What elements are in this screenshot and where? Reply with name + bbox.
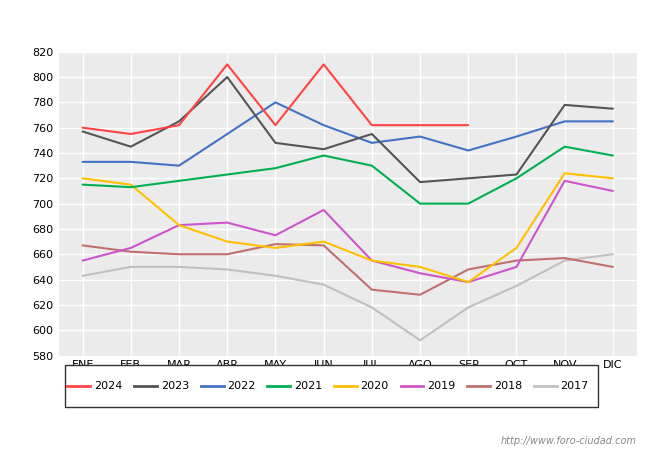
Text: 2020: 2020 xyxy=(361,381,389,391)
Text: 2021: 2021 xyxy=(294,381,322,391)
Text: 2018: 2018 xyxy=(494,381,522,391)
Text: 2019: 2019 xyxy=(427,381,456,391)
Text: 2023: 2023 xyxy=(161,381,189,391)
Text: http://www.foro-ciudad.com: http://www.foro-ciudad.com xyxy=(501,436,637,446)
Text: Afiliados en Arboleas a 30/9/2024: Afiliados en Arboleas a 30/9/2024 xyxy=(185,14,465,33)
Text: 2024: 2024 xyxy=(94,381,122,391)
Text: 2022: 2022 xyxy=(227,381,255,391)
Text: 2017: 2017 xyxy=(560,381,589,391)
